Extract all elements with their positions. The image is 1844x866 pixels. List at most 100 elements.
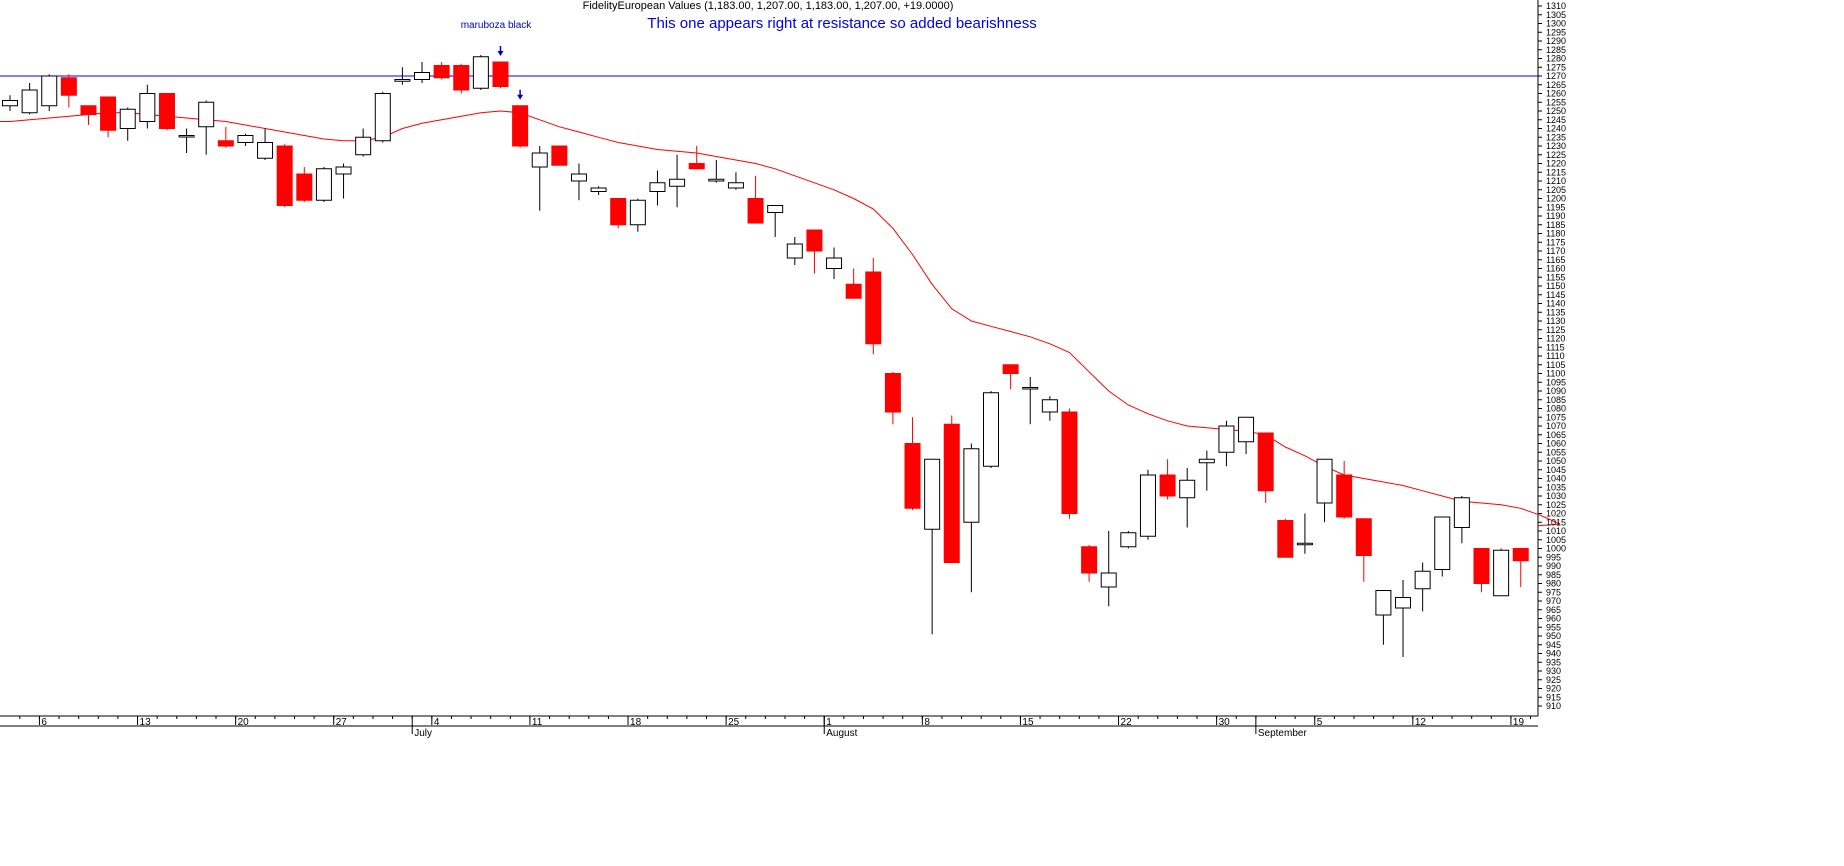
candle-body — [1277, 520, 1294, 558]
candle-body — [1414, 570, 1431, 590]
y-tick-label: 950 — [1546, 631, 1561, 641]
candle-body — [1512, 548, 1529, 562]
candle-body — [315, 168, 332, 201]
y-tick-label: 1295 — [1546, 27, 1566, 37]
y-tick-label: 1255 — [1546, 97, 1566, 107]
candle-body — [1041, 399, 1058, 413]
candle-body — [1179, 479, 1196, 499]
y-tick-label: 1030 — [1546, 491, 1566, 501]
candle — [1120, 531, 1137, 549]
candle — [747, 175, 764, 224]
candle-body — [884, 373, 901, 413]
candle-body — [904, 443, 921, 509]
y-tick-label: 1305 — [1546, 10, 1566, 20]
y-tick-label: 1055 — [1546, 447, 1566, 457]
candle — [1414, 562, 1431, 612]
y-tick-label: 1010 — [1546, 526, 1566, 536]
candle — [237, 133, 254, 146]
candle-body — [158, 93, 175, 129]
candle-body — [257, 142, 274, 159]
candle — [1218, 420, 1235, 467]
candle — [139, 84, 156, 129]
candle — [178, 128, 195, 153]
y-tick-label: 1020 — [1546, 509, 1566, 519]
candle — [1473, 548, 1490, 593]
y-tick-label: 1060 — [1546, 439, 1566, 449]
candle — [845, 268, 862, 299]
candle-body — [60, 77, 77, 96]
y-tick-label: 1080 — [1546, 404, 1566, 414]
candle — [60, 74, 77, 108]
x-tick-label: 25 — [728, 717, 740, 728]
candle-body — [41, 75, 58, 107]
annotation-resistance-note: This one appears right at resistance so … — [647, 15, 1036, 32]
candle-body — [708, 178, 725, 182]
candle-body — [845, 283, 862, 299]
candle — [433, 62, 450, 80]
x-tick-label: 20 — [238, 717, 250, 728]
y-tick-label: 1280 — [1546, 54, 1566, 64]
x-tick-label: 1 — [826, 717, 832, 728]
candle-body — [786, 243, 803, 259]
candle-body — [1493, 549, 1510, 597]
y-tick-label: 1190 — [1546, 211, 1565, 221]
candle — [335, 163, 352, 199]
y-tick-label: 1220 — [1546, 159, 1566, 169]
candle-body — [100, 96, 117, 131]
candle — [983, 391, 999, 468]
candle-body — [1316, 458, 1333, 504]
candle-body — [198, 101, 215, 128]
y-tick-label: 1035 — [1546, 482, 1566, 492]
candle — [865, 258, 882, 355]
down-arrow-icon — [517, 89, 524, 100]
x-tick-label: 12 — [1415, 717, 1427, 728]
y-tick-label: 990 — [1546, 561, 1561, 571]
candle — [1375, 590, 1392, 645]
candle-body — [21, 89, 38, 114]
candle — [1434, 516, 1451, 577]
candle — [1002, 364, 1019, 390]
candle-body — [1453, 497, 1470, 528]
candle — [590, 186, 607, 195]
candle — [100, 96, 117, 138]
candle — [1355, 518, 1372, 582]
candle — [492, 61, 509, 89]
y-tick-label: 1015 — [1546, 517, 1566, 527]
x-tick-label: 4 — [434, 717, 440, 728]
candle-body — [688, 163, 705, 170]
candle-body — [178, 135, 195, 138]
y-axis: 9109159209259309359409459509559609659709… — [1538, 1, 1566, 711]
x-tick-label: 6 — [41, 717, 47, 728]
y-tick-label: 1100 — [1546, 369, 1565, 379]
y-tick-label: 920 — [1546, 684, 1561, 694]
candle — [904, 417, 921, 510]
y-tick-label: 1130 — [1546, 316, 1565, 326]
candle-body — [217, 140, 234, 147]
moving-average-layer — [0, 110, 1561, 527]
candle-body — [1198, 458, 1215, 464]
y-tick-label: 980 — [1546, 579, 1561, 589]
candle-body — [1120, 532, 1137, 548]
candle-body — [1473, 548, 1490, 584]
candle — [1395, 580, 1412, 657]
candle-body — [1434, 516, 1451, 570]
candle — [1238, 416, 1255, 454]
y-tick-label: 1135 — [1546, 307, 1565, 317]
candle — [963, 443, 980, 593]
y-tick-label: 960 — [1546, 614, 1561, 624]
moving-average-line — [0, 110, 1561, 527]
y-tick-label: 970 — [1546, 596, 1561, 606]
y-tick-label: 1000 — [1546, 544, 1566, 554]
candle — [786, 237, 803, 265]
candles-layer — [2, 55, 1529, 657]
candle — [41, 74, 58, 111]
y-tick-label: 1250 — [1546, 106, 1566, 116]
candle — [296, 167, 313, 202]
y-tick-label: 1275 — [1546, 62, 1566, 72]
y-tick-label: 1005 — [1546, 535, 1566, 545]
y-tick-label: 1155 — [1546, 272, 1565, 282]
candle-body — [1218, 425, 1235, 453]
candle-body — [963, 448, 980, 523]
candle-body — [276, 145, 293, 206]
candle-body — [1061, 411, 1078, 514]
